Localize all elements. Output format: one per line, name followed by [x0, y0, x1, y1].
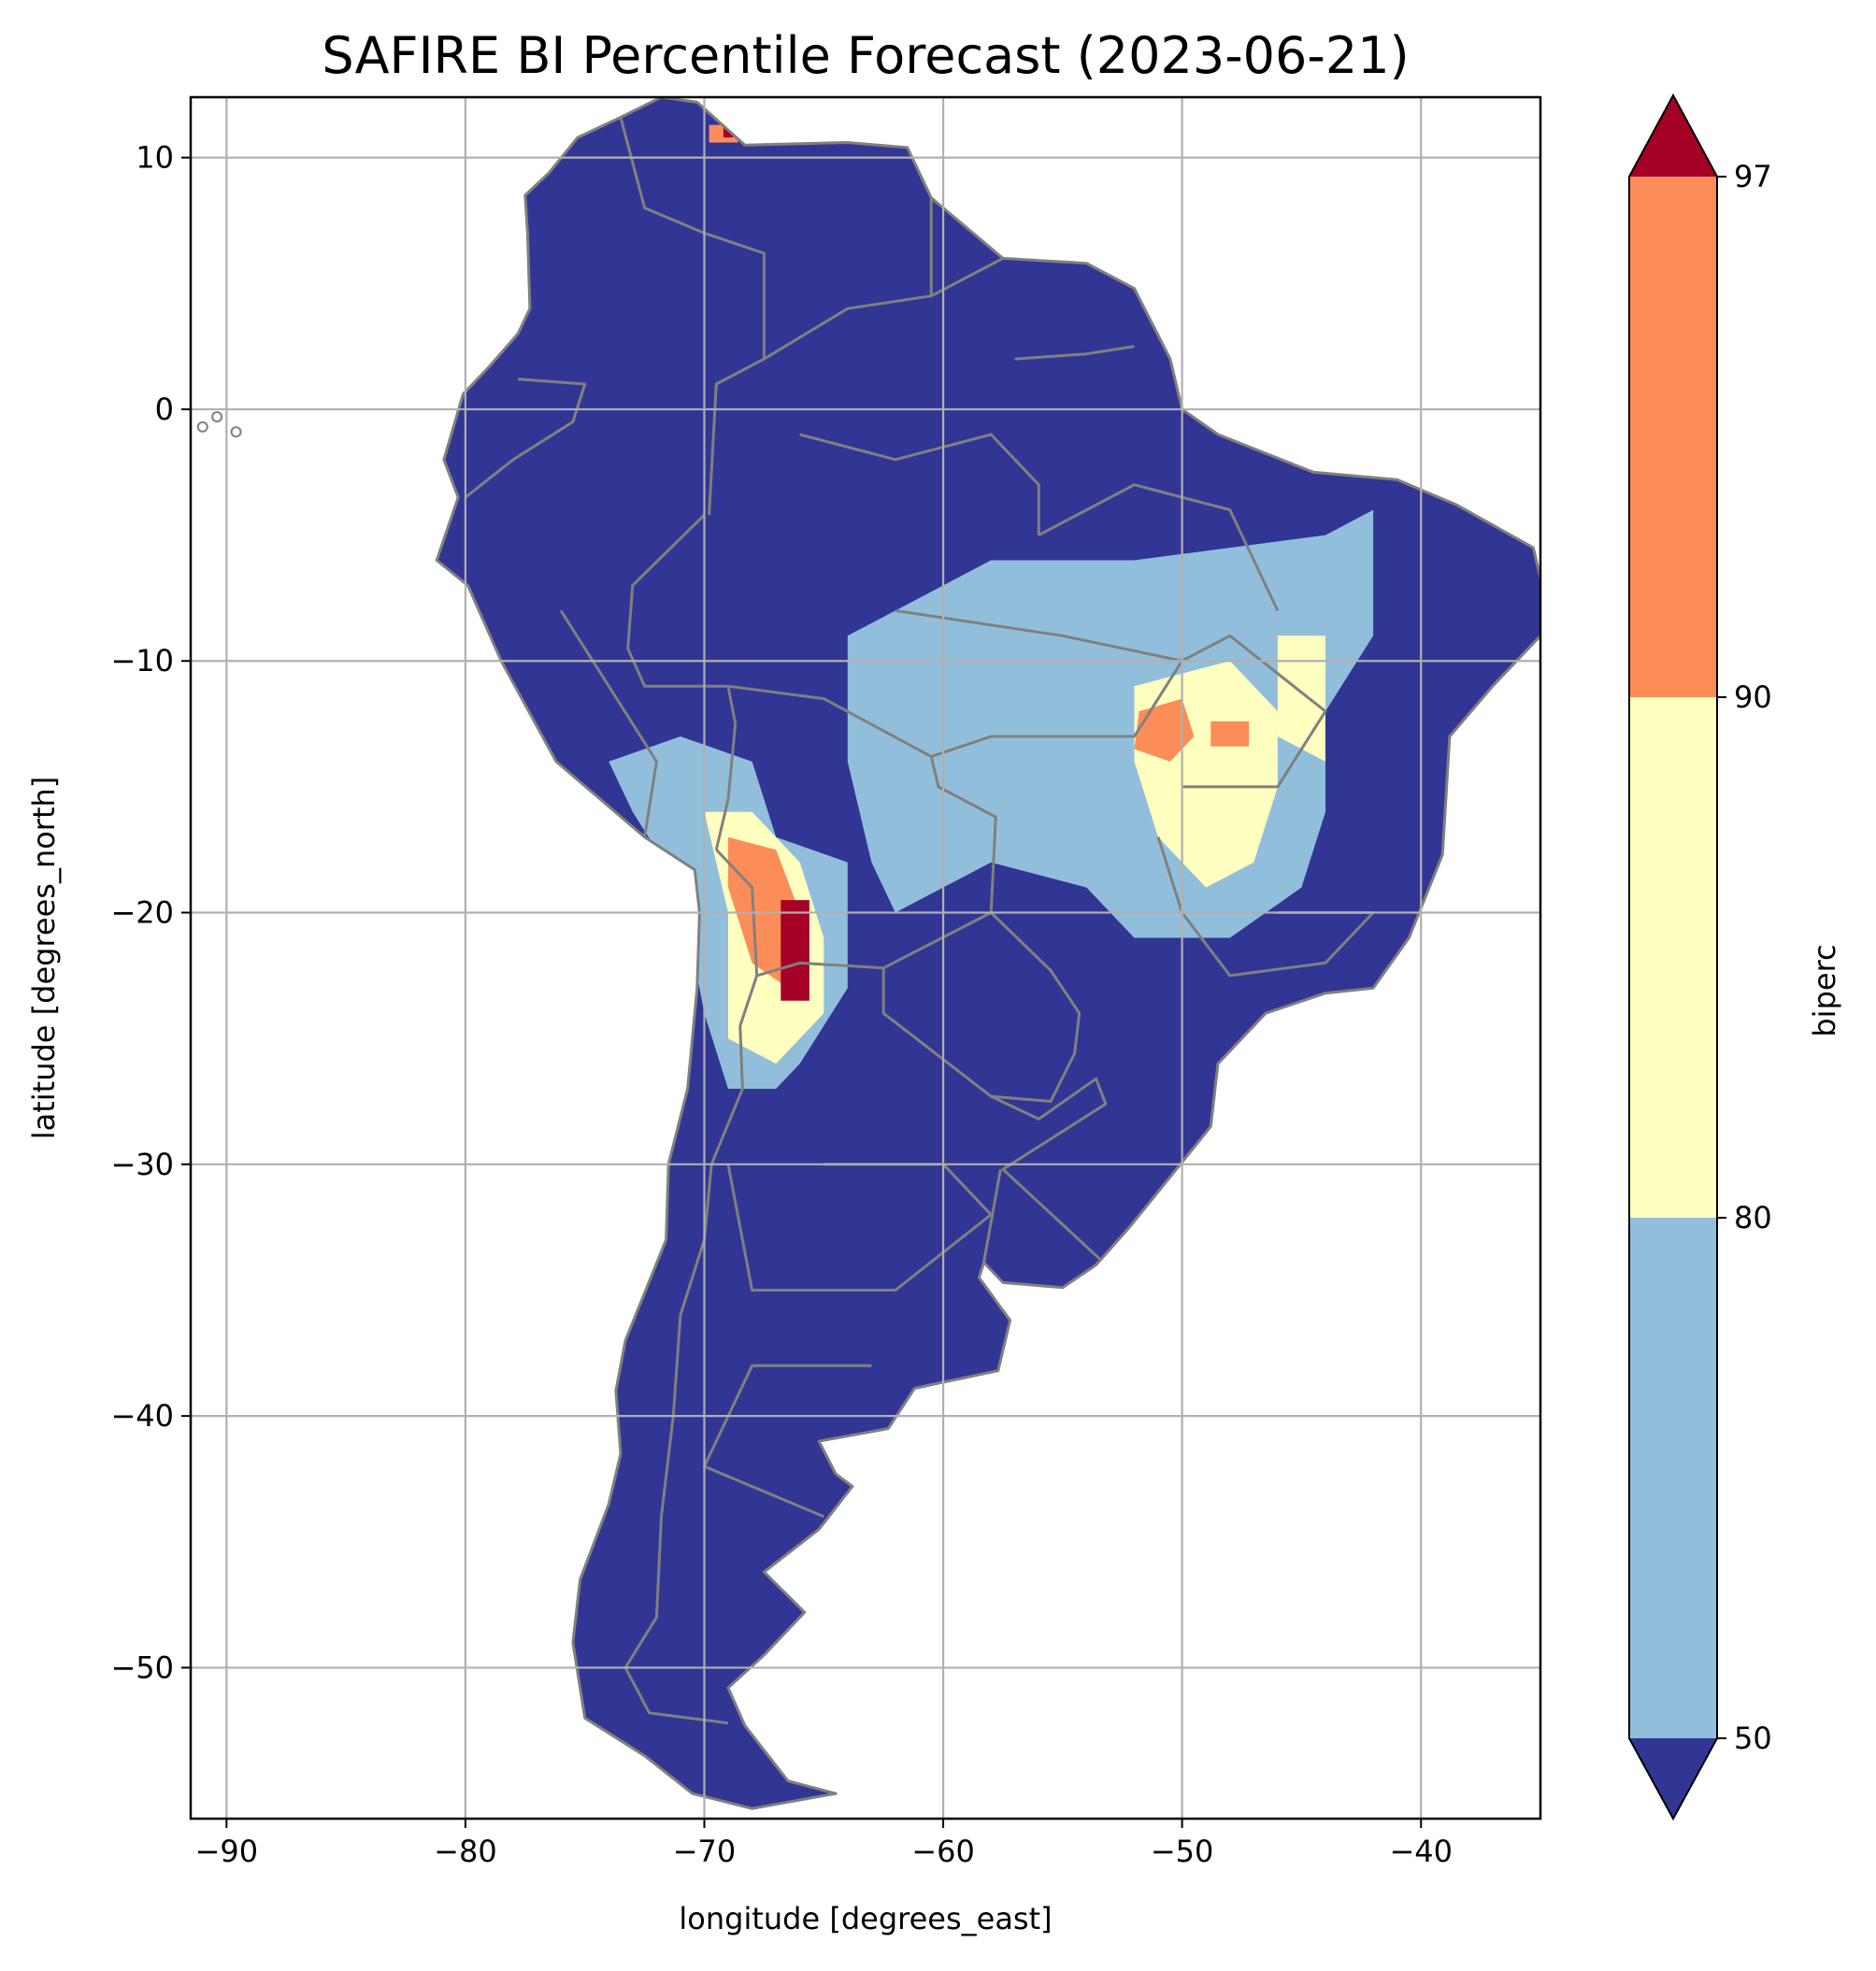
colorbar-extend-min	[1629, 1738, 1717, 1819]
x-tick-label: −70	[673, 1834, 737, 1869]
border-line	[623, 975, 759, 1725]
border-line	[895, 608, 1184, 759]
island-outline	[211, 411, 223, 423]
border-line	[763, 197, 933, 361]
land-mass	[437, 97, 1540, 1809]
border-line	[799, 433, 1040, 536]
y-tick-label: −20	[110, 895, 174, 931]
island-outline	[230, 426, 242, 438]
x-tick-label: −80	[434, 1834, 497, 1869]
gridlines	[191, 97, 1540, 1819]
border-line	[1181, 634, 1327, 789]
x-tick-label: −40	[1389, 1834, 1453, 1869]
y-tick-label: −30	[110, 1147, 174, 1182]
x-tick-label: −90	[195, 1834, 259, 1869]
region-goias-hotspot	[1210, 721, 1250, 747]
y-tick-label: −50	[110, 1650, 174, 1685]
y-tick-label: −10	[110, 643, 174, 678]
x-tick-label: −60	[911, 1834, 975, 1869]
border-line	[990, 1077, 1108, 1262]
colorbar-tick-label: 80	[1734, 1200, 1772, 1235]
border-line	[619, 117, 766, 516]
border-line	[982, 1168, 1002, 1264]
border-line	[626, 513, 738, 850]
island-outline	[196, 421, 208, 433]
border-line	[881, 911, 1081, 1103]
colorbar-segment	[1629, 697, 1717, 1218]
x-tick-label: −50	[1151, 1834, 1214, 1869]
plot-frame	[189, 95, 1542, 1821]
colorbar: 50 80 90 97	[1628, 93, 1772, 1821]
y-tick-label: 10	[136, 140, 174, 176]
region-bolivia-extreme	[780, 900, 809, 1001]
colorbar-tick-label: 90	[1734, 679, 1772, 715]
border-line	[1014, 345, 1135, 361]
x-axis-ticks: −90 −80 −70 −60 −50 −40	[195, 1819, 1453, 1869]
colorbar-label: biperc	[1807, 944, 1842, 1036]
y-axis-label: latitude [degrees_north]	[26, 777, 62, 1140]
chart-title: SAFIRE BI Percentile Forecast (2023-06-2…	[322, 26, 1409, 85]
x-axis-label: longitude [degrees_east]	[679, 1901, 1052, 1936]
coastline	[435, 97, 1540, 1810]
colorbar-tick-label: 97	[1734, 159, 1772, 194]
border-line	[559, 609, 658, 837]
map-plot-area: −90 −80 −70 −60 −50 −40 10 0 −10 −20 −30 −40 −50	[110, 95, 1542, 1869]
colorbar-segment	[1629, 177, 1717, 697]
colorbar-extend-max	[1629, 95, 1717, 177]
y-axis-ticks: 10 0 −10 −20 −30 −40 −50	[110, 140, 191, 1685]
colorbar-segment	[1629, 1218, 1717, 1738]
land-layer	[437, 97, 1540, 1809]
colorbar-tick-label: 50	[1734, 1721, 1772, 1756]
border-line	[464, 378, 587, 499]
y-tick-label: −40	[110, 1398, 174, 1434]
y-tick-label: 0	[155, 392, 174, 427]
